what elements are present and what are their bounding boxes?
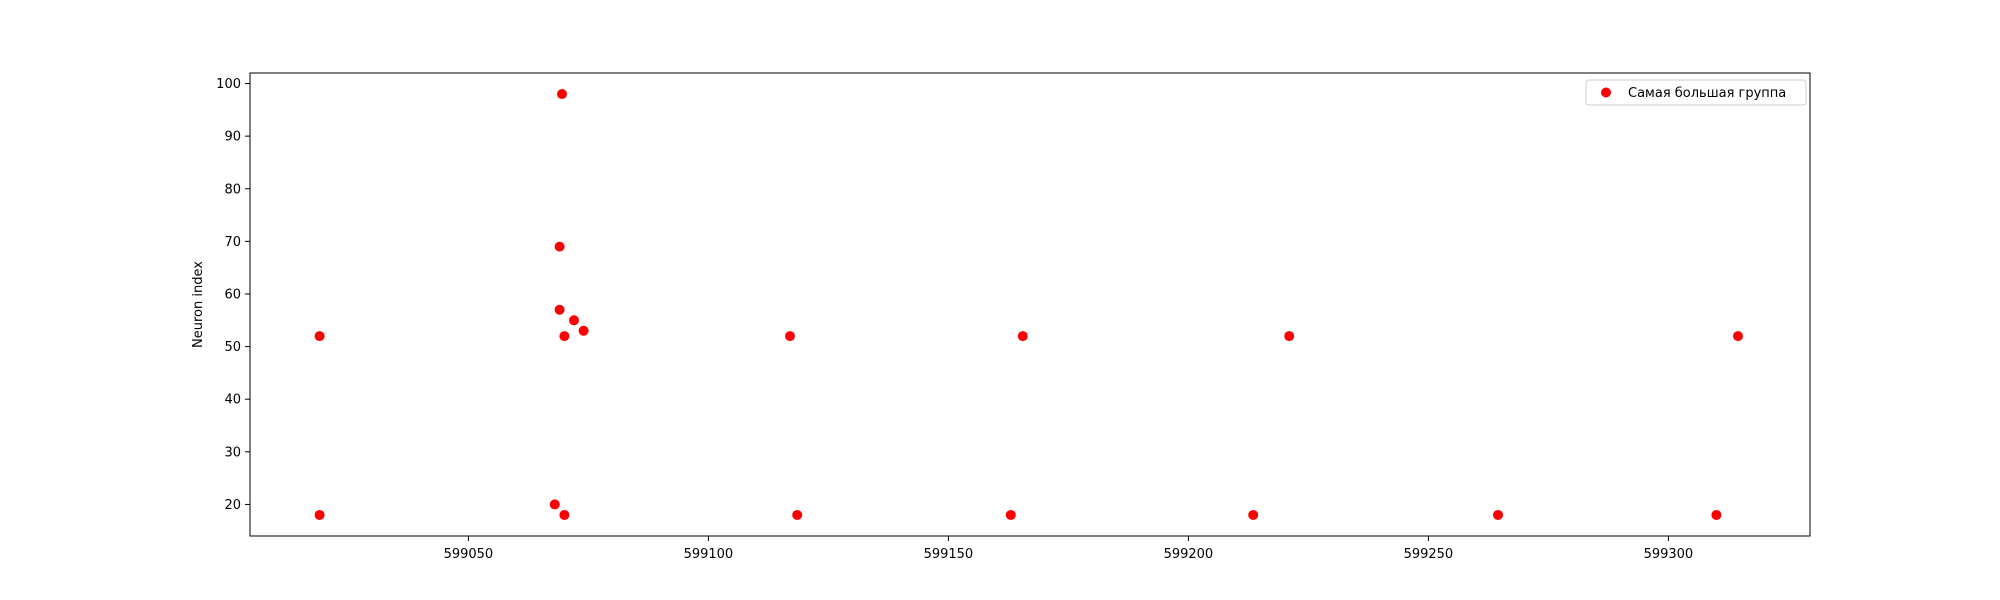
y-tick-label: 50 [224, 340, 241, 355]
x-tick-label: 599150 [924, 547, 974, 562]
legend-marker [1601, 87, 1611, 98]
y-axis-label: Neuron index [191, 261, 206, 348]
data-point [1248, 509, 1259, 520]
y-tick-label: 30 [224, 445, 241, 460]
data-point [554, 241, 565, 252]
y-tick-label: 40 [224, 393, 241, 408]
x-tick-label: 599100 [684, 547, 734, 562]
data-point [785, 331, 795, 342]
data-point [1017, 331, 1028, 342]
data-point [559, 331, 570, 342]
data-point [314, 509, 325, 520]
x-axis: 599050 599100 599150 599200 599250 599300 [444, 536, 1694, 562]
x-tick-label: 599200 [1164, 547, 1214, 562]
data-point [549, 499, 560, 510]
data-points [314, 89, 1743, 520]
data-point [1711, 509, 1722, 520]
data-point [1284, 331, 1295, 342]
y-tick-label: 60 [224, 287, 241, 302]
y-axis: 20 30 40 50 60 70 80 90 100 [216, 77, 250, 513]
y-tick-label: 100 [216, 77, 241, 92]
data-point [559, 509, 570, 520]
x-tick-label: 599300 [1644, 547, 1694, 562]
legend-label: Самая большая группа [1628, 86, 1786, 101]
plot-frame [249, 72, 1811, 537]
data-point [569, 315, 579, 326]
legend: Самая большая группа [1585, 79, 1807, 106]
x-tick-label: 599250 [1404, 547, 1454, 562]
legend-box [1585, 79, 1807, 106]
data-point [557, 89, 567, 100]
y-tick-label: 80 [224, 182, 241, 197]
data-point [578, 325, 589, 336]
data-point [554, 304, 565, 315]
data-point [1493, 509, 1503, 520]
data-point [792, 509, 803, 520]
x-tick-label: 599050 [444, 547, 494, 562]
data-point [1005, 509, 1016, 520]
data-point [1733, 331, 1743, 342]
data-point [314, 331, 325, 342]
y-tick-label: 70 [224, 235, 241, 250]
y-tick-label: 90 [224, 130, 241, 145]
y-tick-label: 20 [224, 498, 241, 513]
